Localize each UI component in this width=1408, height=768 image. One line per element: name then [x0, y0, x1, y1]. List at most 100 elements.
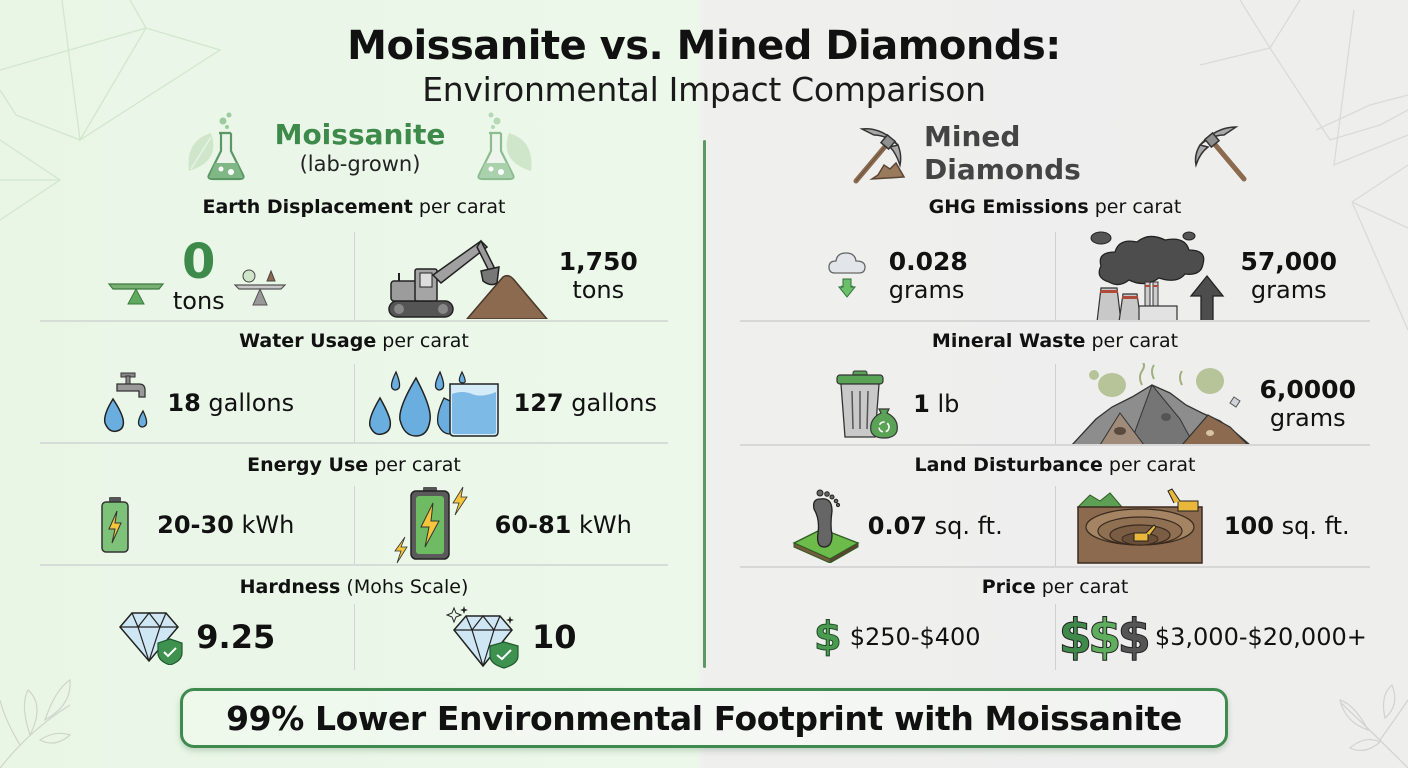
mined-diamond-metrics: GHG Emissions per carat 0.028 grams: [740, 196, 1370, 676]
moissanite-earth-displacement: 0 tons: [40, 232, 354, 320]
metric-row-hardness: 9.25 10: [40, 604, 668, 670]
cloud-down-arrow-icon: [827, 251, 867, 301]
single-dollar-icon: $: [813, 614, 842, 661]
value: 0.028: [888, 247, 968, 276]
diamond-shield-icon: [118, 609, 186, 665]
moissanite-energy-use: 20-30 kWh: [40, 486, 354, 564]
unit: tons: [172, 287, 225, 315]
cell-separator: [353, 604, 355, 670]
mined-land-disturbance: 100 sq. ft.: [1056, 486, 1371, 566]
page-title: Moissanite vs. Mined Diamonds:: [347, 23, 1061, 69]
water-drops-beaker-icon: [366, 368, 506, 438]
faucet-drop-icon: [99, 371, 157, 435]
factory-smoke-up-arrow-icon: [1089, 230, 1231, 322]
mined-water-usage: 127 gallons: [355, 364, 669, 442]
metric-row-ghg-emissions: 0.028 grams: [740, 230, 1371, 322]
cell-separator: [1054, 364, 1056, 444]
metric-title-mineral-waste: Mineral Waste per carat: [931, 330, 1179, 352]
cell-separator: [353, 486, 355, 564]
unit: grams: [1269, 404, 1346, 432]
value: 0: [182, 234, 216, 290]
flask-leaf-icon: [185, 111, 247, 185]
row-divider: [740, 444, 1370, 446]
metric-row-price: $ $250-$400 $$$ $3,000-$20,000+: [740, 604, 1370, 670]
hardness-value: 10: [531, 618, 577, 656]
excavator-dirt-pile-icon: [385, 233, 551, 319]
water-value: 18 gallons: [167, 389, 295, 417]
value: 1,750: [558, 247, 638, 276]
row-divider: [40, 320, 668, 322]
value: 6,0000: [1259, 375, 1356, 404]
mined-price: $$$ $3,000-$20,000+: [1056, 604, 1371, 670]
energy-value: 60-81 kWh: [494, 511, 632, 539]
footprint-grass-icon: [792, 489, 860, 563]
open-pit-mine-icon: [1076, 487, 1204, 565]
balance-scale-icon: [107, 276, 165, 306]
mined-diamonds-name: Mined Diamonds: [924, 120, 1081, 186]
metric-row-land-disturbance: 0.07 sq. ft. 100 sq. ft.: [740, 486, 1370, 566]
triple-dollar-icon: $$$: [1058, 609, 1151, 666]
flask-leaf-icon: [473, 111, 535, 185]
metric-title-land-disturbance: Land Disturbance per carat: [914, 454, 1196, 476]
metric-row-energy-use: 20-30 kWh 60-81 kWh: [40, 486, 668, 564]
metric-title-energy-use: Energy Use per carat: [247, 454, 461, 476]
row-divider: [40, 442, 668, 444]
center-divider: [703, 140, 706, 668]
moissanite-hardness: 9.25: [40, 604, 354, 670]
water-value: 127 gallons: [513, 389, 657, 417]
moissanite-ghg-emissions: 0.028 grams: [740, 232, 1055, 320]
large-battery-lightning-icon: [391, 485, 481, 565]
moissanite-metrics: Earth Displacement per carat 0 tons: [40, 196, 668, 676]
cell-separator: [353, 232, 355, 320]
small-battery-icon: [99, 495, 131, 555]
page-subtitle: Environmental Impact Comparison: [422, 70, 986, 109]
metric-row-water-usage: 18 gallons 127 gallons: [40, 364, 668, 442]
moissanite-price: $ $250-$400: [740, 604, 1055, 670]
mined-ghg-emissions: 57,000 grams: [1056, 230, 1371, 322]
mined-mineral-waste: 6,0000 grams: [1056, 363, 1371, 445]
unit: grams: [888, 276, 965, 304]
moissanite-title: Moissanite (lab-grown): [275, 119, 446, 177]
cell-separator: [1054, 232, 1056, 320]
trash-can-recycle-bag-icon: [835, 369, 901, 439]
footer-banner: 99% Lower Environmental Footprint with M…: [180, 688, 1228, 748]
price-value: $250-$400: [849, 623, 981, 651]
rubble-pile-fumes-icon: [1070, 363, 1254, 445]
cell-separator: [353, 364, 355, 442]
land-value: 100 sq. ft.: [1223, 512, 1350, 540]
metric-title-price: Price per carat: [981, 576, 1129, 598]
metric-title-hardness: Hardness (Mohs Scale): [239, 576, 469, 598]
page-header: Moissanite vs. Mined Diamonds: Environme…: [0, 22, 1408, 110]
metric-row-earth-displacement: 0 tons: [40, 232, 668, 320]
pickaxe-icon: [1188, 121, 1250, 185]
moissanite-water-usage: 18 gallons: [40, 364, 354, 442]
metric-title-ghg-emissions: GHG Emissions per carat: [928, 196, 1182, 218]
metric-title-earth-displacement: Earth Displacement per carat: [202, 196, 506, 218]
unit: grams: [1250, 276, 1327, 304]
balance-scale-icon: [233, 269, 287, 307]
metric-title-water-usage: Water Usage per carat: [239, 330, 469, 352]
moissanite-name: Moissanite: [274, 118, 446, 151]
hardness-value: 9.25: [196, 618, 276, 656]
row-divider: [740, 566, 1370, 568]
mined-earth-displacement: 1,750 tons: [355, 232, 669, 320]
row-divider: [740, 320, 1370, 322]
price-value: $3,000-$20,000+: [1154, 623, 1367, 651]
moissanite-land-disturbance: 0.07 sq. ft.: [740, 486, 1055, 566]
waste-value: 1 lb: [913, 390, 960, 418]
value: 57,000: [1240, 247, 1337, 276]
row-divider: [40, 564, 668, 566]
moissanite-subtitle: (lab-grown): [299, 152, 421, 176]
unit: tons: [572, 276, 625, 304]
pickaxe-dirt-icon: [850, 121, 912, 185]
moissanite-header: Moissanite (lab-grown): [170, 108, 550, 188]
land-value: 0.07 sq. ft.: [867, 512, 1003, 540]
sparkling-diamond-shield-icon: [445, 604, 522, 670]
mined-hardness: 10: [355, 604, 669, 670]
cell-separator: [1054, 604, 1056, 670]
energy-value: 20-30 kWh: [157, 511, 295, 539]
metric-row-mineral-waste: 1 lb: [740, 363, 1371, 445]
mined-diamonds-header: Mined Diamonds: [850, 118, 1250, 188]
footer-banner-text: 99% Lower Environmental Footprint with M…: [226, 698, 1182, 738]
mined-energy-use: 60-81 kWh: [355, 486, 669, 564]
